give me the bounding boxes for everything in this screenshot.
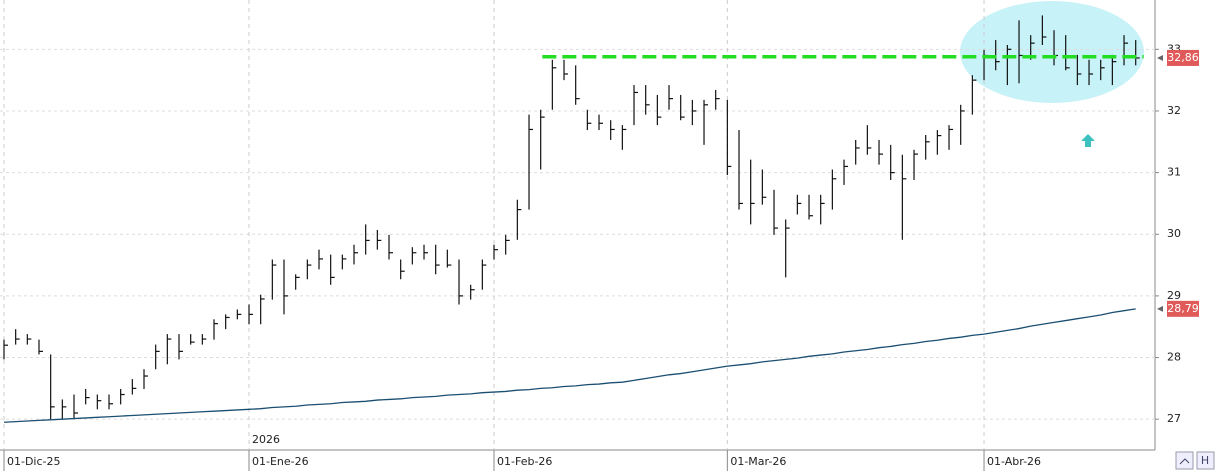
last-value-pointer: [1157, 305, 1163, 312]
last-value-label: 28,79: [1167, 302, 1199, 315]
y-tick-label: 29: [1167, 289, 1181, 302]
x-tick-label: 01-Feb-26: [497, 455, 552, 468]
highlight-ellipse: [960, 1, 1144, 103]
icon-glyph: [1179, 458, 1190, 465]
y-tick-label: 31: [1167, 166, 1181, 179]
x-tick-label: 01-Ene-26: [252, 455, 309, 468]
last-value-box: [1167, 300, 1199, 317]
toolbar-icon[interactable]: [1196, 451, 1215, 470]
x-tick-label: 01-Mar-26: [730, 455, 786, 468]
y-tick-label: 32: [1167, 104, 1181, 117]
icon-glyph: H: [1201, 454, 1209, 467]
last-value-pointer: [1157, 54, 1163, 61]
moving-average-line: [3, 308, 1136, 423]
year-label: 2026: [252, 433, 280, 446]
y-tick-label: 30: [1167, 227, 1181, 240]
x-tick-label: 01-Dic-25: [7, 455, 61, 468]
y-tick-label: 28: [1167, 351, 1181, 364]
x-tick-label: 01-Abr-26: [987, 455, 1041, 468]
up-arrow: [1081, 134, 1095, 147]
y-tick-label: 27: [1167, 412, 1181, 425]
last-value-label: 32,86: [1167, 51, 1199, 64]
toolbar-icon[interactable]: [1175, 451, 1194, 470]
last-value-box: [1167, 49, 1199, 66]
